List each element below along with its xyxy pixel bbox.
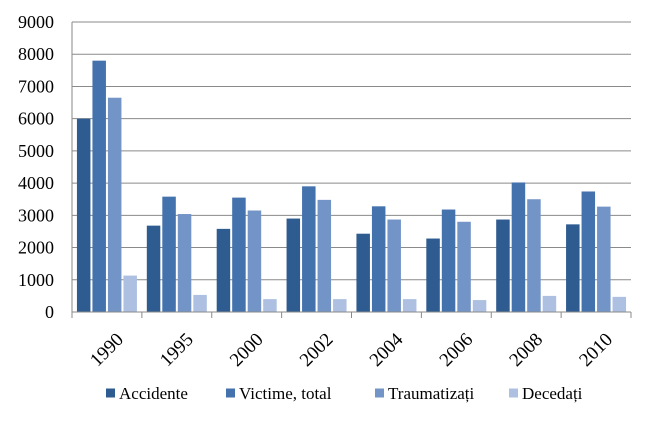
legend-label: Victime, total	[239, 384, 332, 403]
x-tick-label: 2010	[575, 329, 617, 371]
bar-victime-total-2010	[581, 191, 596, 312]
bar-traumatiza-i-1990	[107, 97, 122, 312]
bar-traumatiza-i-2006	[457, 221, 471, 312]
bar-victime-total-2008	[511, 182, 526, 312]
bar-deceda-i-2008	[542, 295, 557, 312]
bar-traumatiza-i-2002	[317, 199, 332, 312]
bar-traumatiza-i-2010	[597, 206, 611, 312]
y-tick-label: 5000	[18, 141, 54, 161]
y-tick-label: 0	[45, 302, 54, 322]
x-tick-label: 2000	[226, 329, 268, 371]
bar-victime-total-2006	[441, 209, 456, 312]
x-tick-label: 1990	[86, 329, 128, 371]
bar-accidente-2002	[286, 218, 301, 312]
x-tick-label: 2002	[296, 329, 338, 371]
legend-label: Accidente	[119, 384, 188, 403]
bar-accidente-2008	[496, 219, 510, 312]
legend-swatch	[509, 388, 518, 398]
bar-traumatiza-i-2004	[387, 219, 401, 312]
bar-traumatiza-i-2008	[527, 199, 541, 312]
axes	[71, 22, 632, 318]
y-axis-ticks: 0 1000 2000 3000 4000 5000 6000 7000 8000 9000	[18, 12, 54, 322]
bar-victime-total-1995	[162, 196, 176, 312]
x-axis-ticks: 1990 1995 2000 2002 2004 2006 2008 2010	[86, 329, 617, 371]
y-tick-label: 6000	[18, 109, 54, 129]
bar-accidente-2010	[566, 224, 580, 312]
bar-deceda-i-2002	[333, 299, 347, 312]
bar-accidente-1990	[76, 118, 91, 313]
legend-label: Decedați	[522, 384, 583, 403]
y-tick-label: 2000	[18, 238, 54, 258]
bar-victime-total-2000	[232, 197, 246, 312]
legend-swatch	[106, 388, 115, 398]
legend-swatch	[226, 388, 235, 398]
bars	[76, 60, 627, 313]
x-tick-label: 2006	[436, 329, 478, 371]
x-tick-label: 2008	[505, 329, 547, 371]
bar-accidente-2004	[356, 233, 370, 312]
bar-deceda-i-2004	[402, 299, 417, 312]
legend-label: Traumatizați	[388, 384, 475, 403]
y-tick-label: 9000	[18, 12, 54, 32]
bar-victime-total-2004	[371, 206, 386, 312]
y-tick-label: 8000	[18, 44, 54, 64]
x-tick-label: 2004	[366, 329, 408, 371]
y-tick-label: 3000	[18, 205, 54, 225]
bar-deceda-i-2000	[263, 299, 277, 312]
bar-accidente-2000	[216, 228, 231, 312]
bar-victime-total-2002	[302, 186, 316, 312]
legend-swatch	[375, 388, 384, 398]
bar-victime-total-1990	[92, 60, 106, 312]
bar-deceda-i-1990	[123, 275, 137, 312]
legend: Accidente Victime, total Traumatizați Deced…	[106, 384, 583, 403]
bar-deceda-i-2010	[612, 296, 627, 312]
bar-deceda-i-2006	[472, 300, 487, 312]
x-tick-label: 1995	[156, 329, 198, 371]
bar-accidente-2006	[426, 238, 440, 312]
y-tick-label: 7000	[18, 76, 54, 96]
bar-traumatiza-i-2000	[247, 210, 262, 312]
bar-deceda-i-1995	[193, 294, 207, 312]
y-tick-label: 4000	[18, 173, 54, 193]
bar-accidente-1995	[146, 225, 161, 312]
bar-traumatiza-i-1995	[177, 214, 192, 312]
y-tick-label: 1000	[18, 270, 54, 290]
